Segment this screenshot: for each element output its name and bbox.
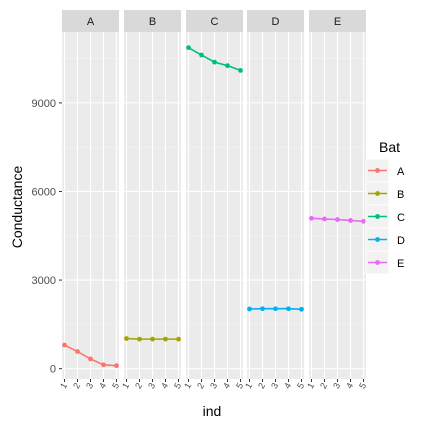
facet-panel-d: D — [247, 10, 304, 379]
legend-item-e: E — [365, 250, 404, 275]
y-axis: 0 3000 6000 9000 — [32, 98, 62, 376]
legend-key-point — [375, 191, 380, 196]
facet-strip-label: D — [272, 16, 280, 28]
data-point-a-1 — [62, 342, 67, 348]
facet-strip-label: A — [87, 16, 95, 28]
x-tick-label: 4 — [282, 381, 293, 390]
x-tick-label: 2 — [195, 381, 206, 390]
facet-strip-label: E — [334, 16, 341, 28]
data-point-b-4 — [163, 336, 168, 342]
data-point-b-1 — [124, 336, 129, 341]
x-tick-label: 4 — [159, 381, 170, 390]
x-tick-label: 5 — [172, 381, 183, 390]
data-point-e-4 — [348, 218, 353, 223]
facet-strip — [309, 10, 366, 32]
y-tick-label: 9000 — [32, 98, 56, 110]
legend-label: A — [397, 166, 405, 178]
y-tick-label: 3000 — [32, 275, 56, 287]
x-tick-label: 2 — [318, 381, 329, 390]
data-point-a-4 — [101, 362, 106, 368]
x-tick-label: 2 — [256, 381, 267, 390]
y-tick-label: 6000 — [32, 186, 56, 198]
x-tick-label: 3 — [208, 381, 219, 390]
data-point-d-2 — [260, 306, 265, 312]
legend-item-d: D — [365, 227, 405, 252]
data-point-e-3 — [335, 217, 340, 222]
facet-strip — [186, 10, 243, 32]
x-tick-label: 2 — [71, 381, 82, 390]
x-tick-label: 4 — [221, 381, 232, 390]
facet-strip-label: B — [149, 16, 156, 28]
legend-label: B — [397, 189, 404, 201]
legend-title: Bat — [379, 139, 400, 155]
facet-panel-e: E — [309, 10, 366, 379]
y-tick-label: 0 — [50, 364, 56, 376]
data-point-b-2 — [137, 336, 142, 342]
x-tick-label: 5 — [357, 381, 368, 390]
data-point-e-1 — [309, 215, 314, 221]
legend-label: D — [397, 235, 405, 247]
legend-key-point — [375, 237, 380, 242]
legend-item-a: A — [365, 158, 405, 183]
x-tick-label: 5 — [110, 381, 121, 390]
legend-key-point — [375, 168, 380, 173]
data-point-e-5 — [361, 218, 366, 224]
y-axis-title: Conductance — [9, 166, 25, 249]
data-point-c-2 — [199, 52, 204, 58]
data-point-d-1 — [247, 306, 252, 312]
legend-key-point — [375, 260, 380, 265]
x-tick-label: 2 — [133, 381, 144, 390]
data-point-a-3 — [88, 356, 93, 362]
x-tick-label: 1 — [305, 381, 316, 390]
data-point-d-3 — [273, 306, 278, 312]
x-tick-label: 3 — [269, 381, 280, 390]
x-tick-label: 3 — [331, 381, 342, 390]
data-point-c-5 — [238, 67, 243, 73]
data-point-c-3 — [212, 59, 217, 65]
facet-strip-label: C — [211, 16, 219, 28]
x-tick-label: 4 — [97, 381, 108, 390]
legend-label: C — [397, 212, 405, 224]
x-axis-title: ind — [203, 403, 222, 419]
x-tick-label: 5 — [295, 381, 306, 390]
facet-panel-a: A — [62, 10, 119, 379]
data-point-e-2 — [322, 216, 327, 222]
facet-panel-c: C — [186, 10, 243, 379]
legend-item-c: C — [365, 204, 405, 229]
data-point-c-4 — [225, 63, 230, 69]
data-point-c-1 — [186, 45, 191, 51]
data-point-b-5 — [176, 336, 181, 342]
x-tick-label: 4 — [344, 381, 355, 390]
facet-strip — [124, 10, 181, 32]
data-point-a-5 — [114, 363, 119, 369]
facet-strip — [62, 10, 119, 32]
facet-panels: A B C D E — [62, 10, 366, 379]
facet-panel-b: B — [124, 10, 181, 379]
x-tick-label: 5 — [234, 381, 245, 390]
x-axis: 1 2 3 4 51 2 3 4 51 2 3 4 51 2 3 4 51 2 3 4 5 — [58, 379, 368, 390]
legend-item-b: B — [365, 181, 404, 206]
x-tick-label: 1 — [243, 381, 254, 390]
data-point-b-3 — [150, 336, 155, 342]
data-point-a-2 — [75, 349, 80, 354]
x-tick-label: 1 — [58, 381, 69, 390]
data-point-d-4 — [286, 306, 291, 312]
legend-key-point — [375, 214, 380, 219]
x-tick-label: 1 — [182, 381, 193, 390]
data-point-d-5 — [299, 306, 304, 312]
legend-label: E — [397, 258, 404, 270]
x-tick-label: 3 — [84, 381, 95, 390]
facet-strip — [247, 10, 304, 32]
x-tick-label: 3 — [146, 381, 157, 390]
x-tick-label: 1 — [120, 381, 131, 390]
